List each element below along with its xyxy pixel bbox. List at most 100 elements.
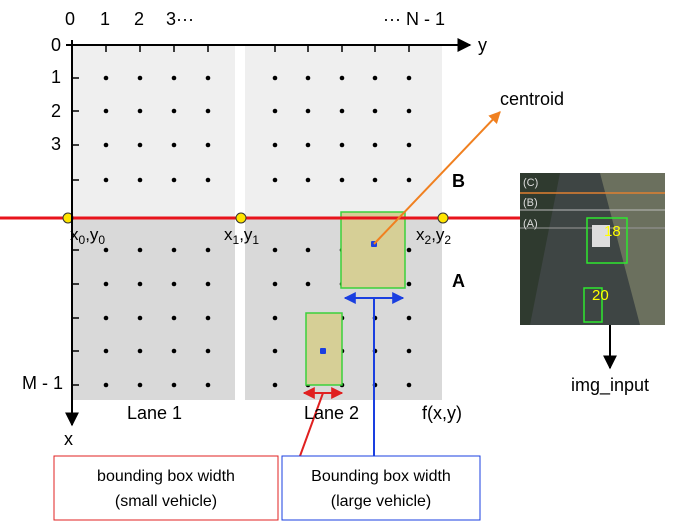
tick-label: 1 (51, 67, 61, 87)
grid-dot (273, 76, 278, 81)
axis-label: y (478, 35, 487, 55)
grid-dot (407, 248, 412, 253)
grid-dot (373, 109, 378, 114)
grid-dot (273, 248, 278, 253)
grid-dot (138, 282, 143, 287)
grid-dot (104, 383, 109, 388)
tick-label: 0 (65, 9, 75, 29)
grid-dot (340, 143, 345, 148)
centroid-label: centroid (500, 89, 564, 109)
grid-dot (206, 143, 211, 148)
grid-dot (104, 349, 109, 354)
grid-dot (172, 349, 177, 354)
grid-dot (273, 109, 278, 114)
grid-dot (206, 282, 211, 287)
grid-dot (340, 76, 345, 81)
grid-dot (138, 316, 143, 321)
grid-dot (306, 178, 311, 183)
grid-dot (172, 143, 177, 148)
tick-label: 2 (51, 101, 61, 121)
grid-dot (407, 178, 412, 183)
grid-dot (306, 282, 311, 287)
grid-dot (306, 143, 311, 148)
grid-dot (407, 316, 412, 321)
page: {"axes": {"top_ticks": ["0", "1", "2", "… (0, 0, 678, 521)
region-label: A (452, 271, 465, 291)
function-label: f(x,y) (422, 403, 462, 423)
note-text: (small vehicle) (115, 493, 217, 510)
note-box (54, 456, 278, 520)
tick-label: 3··· (166, 9, 194, 29)
grid-dot (273, 282, 278, 287)
axis-label: x (64, 429, 73, 449)
lane-label: Lane 2 (304, 403, 359, 423)
grid-dot (138, 248, 143, 253)
grid-dot (172, 316, 177, 321)
tick-label: 2 (134, 9, 144, 29)
grid-dot (407, 143, 412, 148)
grid-dot (104, 143, 109, 148)
grid-dot (273, 349, 278, 354)
tick-label: 0 (51, 35, 61, 55)
grid-dot (340, 178, 345, 183)
grid-dot (407, 383, 412, 388)
point (236, 213, 246, 223)
note-box (282, 456, 480, 520)
grid-dot (306, 76, 311, 81)
grid-dot (206, 248, 211, 253)
grid-dot (104, 76, 109, 81)
grid-dot (407, 282, 412, 287)
grid-dot (407, 349, 412, 354)
input-label: img_input (571, 375, 649, 396)
vehicle-id: 20 (592, 287, 609, 304)
centroid-mark (320, 348, 326, 354)
zone-label: (B) (523, 197, 538, 209)
vehicle-id: 18 (604, 223, 621, 240)
grid-dot (172, 282, 177, 287)
grid-dot (104, 282, 109, 287)
grid-dot (340, 109, 345, 114)
grid-dot (172, 76, 177, 81)
grid-dot (273, 178, 278, 183)
grid-dot (206, 383, 211, 388)
grid-dot (273, 316, 278, 321)
grid-dot (206, 178, 211, 183)
grid-dot (138, 109, 143, 114)
grid-dot (138, 349, 143, 354)
point-label: x2,y2 (416, 225, 451, 247)
lane-label: Lane 1 (127, 403, 182, 423)
zone-label: (C) (523, 177, 538, 189)
region-upper (72, 45, 442, 218)
grid-dot (407, 76, 412, 81)
grid-dot (206, 109, 211, 114)
grid-dot (138, 383, 143, 388)
diagram: 0 1 2 3··· ··· N - 1 y 0 1 2 3 M - 1 x B… (0, 0, 678, 521)
grid-dot (206, 316, 211, 321)
grid-dot (172, 383, 177, 388)
note-text: bounding box width (97, 468, 235, 485)
input-thumbnail: (C) (B) (A) 18 20 (520, 173, 665, 325)
grid-dot (306, 248, 311, 253)
grid-dot (206, 349, 211, 354)
note-text: (large vehicle) (331, 493, 431, 510)
grid-dot (373, 178, 378, 183)
zone-label: (A) (523, 218, 538, 230)
grid-dot (138, 76, 143, 81)
grid-dot (306, 109, 311, 114)
grid-dot (138, 178, 143, 183)
grid-dot (104, 316, 109, 321)
grid-dot (104, 178, 109, 183)
region-label: B (452, 171, 465, 191)
grid-dot (273, 383, 278, 388)
grid-dot (104, 109, 109, 114)
grid-dot (273, 143, 278, 148)
grid-dot (172, 109, 177, 114)
grid-dot (373, 76, 378, 81)
grid-dot (373, 143, 378, 148)
note-text: Bounding box width (311, 468, 451, 485)
grid-dot (407, 109, 412, 114)
tick-label: 3 (51, 134, 61, 154)
grid-dot (104, 248, 109, 253)
grid-dot (206, 76, 211, 81)
grid-dot (172, 248, 177, 253)
